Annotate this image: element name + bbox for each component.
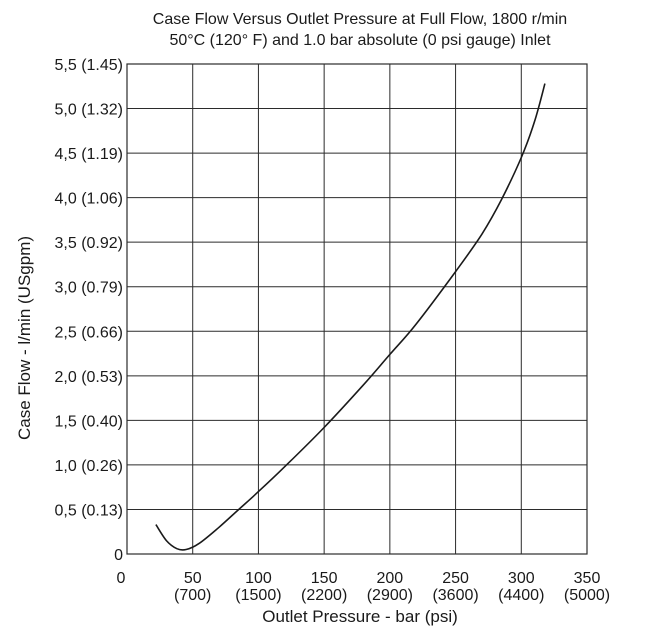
plot-frame — [126, 63, 588, 555]
y-tick-label: 5,5 (1.45) — [55, 57, 123, 74]
y-tick-label: 2,0 (0.53) — [55, 369, 123, 386]
y-tick-labels: 0 0,5 (0.13) 1,0 (0.26) 1,5 (0.40) 2,0 (0.53… — [55, 57, 124, 564]
y-tick-label: 4,5 (1.19) — [55, 146, 123, 163]
case-flow-curve — [155, 83, 546, 551]
x-tick-label: 100 — [245, 570, 272, 587]
x-tick-sublabel: (5000) — [564, 587, 610, 604]
x-tick-label: 300 — [508, 570, 535, 587]
series-layer — [155, 83, 546, 551]
y-tick-label: 4,0 (1.06) — [55, 191, 123, 208]
x-tick-sublabel: (2900) — [367, 587, 413, 604]
y-tick-label: 1,0 (0.26) — [55, 458, 123, 475]
x-tick-sublabel: (700) — [174, 587, 211, 604]
x-tick-sublabel: (1500) — [235, 587, 281, 604]
x-tick-label: 150 — [311, 570, 338, 587]
x-tick-label: 250 — [442, 570, 469, 587]
y-tick-label: 2,5 (0.66) — [55, 324, 123, 341]
x-axis-title: Outlet Pressure - bar (psi) — [262, 607, 458, 626]
x-tick-labels: 0 50(700) 100(1500) 150(2200) 200(2900) 250(3… — [117, 570, 611, 604]
x-tick-sublabel: (2200) — [301, 587, 347, 604]
y-tick-label: 3,0 (0.79) — [55, 280, 123, 297]
y-tick-label: 0 — [114, 547, 123, 564]
chart-subtitle: 50°C (120° F) and 1.0 bar absolute (0 ps… — [169, 32, 551, 49]
y-tick-label: 3,5 (0.92) — [55, 235, 123, 252]
x-tick-label: 350 — [574, 570, 601, 587]
y-tick-label: 1,5 (0.40) — [55, 413, 123, 430]
y-tick-label: 0,5 (0.13) — [55, 502, 123, 519]
chart-title: Case Flow Versus Outlet Pressure at Full… — [153, 11, 567, 28]
x-tick-label: 0 — [117, 570, 126, 587]
y-tick-label: 5,0 (1.32) — [55, 102, 123, 119]
x-tick-label: 200 — [377, 570, 404, 587]
x-tick-label: 50 — [184, 570, 202, 587]
gridlines — [126, 63, 588, 555]
x-tick-sublabel: (4400) — [498, 587, 544, 604]
y-axis-title: Case Flow - l/min (USgpm) — [15, 236, 34, 440]
x-tick-sublabel: (3600) — [432, 587, 478, 604]
